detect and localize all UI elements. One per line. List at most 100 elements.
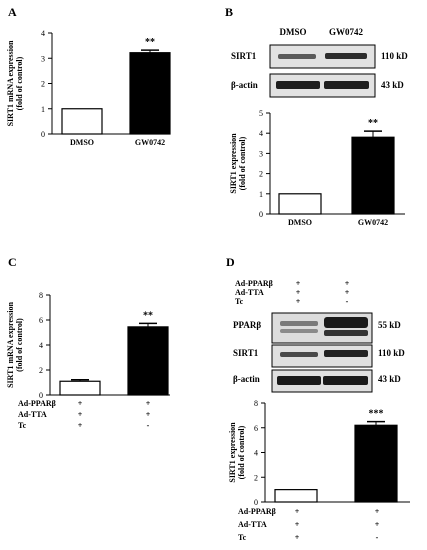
chart-d-bar bbox=[354, 424, 398, 503]
chart-d-tick-label: 6 bbox=[254, 424, 258, 433]
chart-b-ylabel-line: SIRT1 expression bbox=[229, 133, 238, 194]
chart-d-tick-label: 0 bbox=[254, 498, 258, 507]
chart-d-tick-label: 2 bbox=[254, 473, 258, 482]
blot-d-band-actin-1 bbox=[277, 376, 321, 385]
blot-b-band-sirt1-dmso bbox=[278, 54, 316, 59]
blot-b-band-actin-gw0742 bbox=[324, 81, 369, 89]
conditions-d-value: + bbox=[375, 507, 380, 516]
blot-b-membrane-actin bbox=[269, 73, 376, 98]
panel-letter-a: A bbox=[8, 5, 17, 19]
chart-a-bar bbox=[129, 52, 171, 135]
blot-d-row-label-ppar: PPARβ bbox=[233, 320, 261, 330]
chart-c-bar bbox=[127, 326, 169, 396]
chart-c-ylabel-line: (fold of control) bbox=[15, 318, 24, 372]
chart-d-tick-label: 4 bbox=[254, 449, 258, 458]
blot-b-lane-dmso: DMSO bbox=[280, 27, 307, 37]
chart-a-ylabel: SIRT1 mRNA expression(fold of control) bbox=[6, 40, 24, 126]
conditions-d-value: + bbox=[295, 507, 300, 516]
chart-b-category-label: DMSO bbox=[288, 218, 312, 227]
chart-b: 0 1 2 3 4 5 SIRT1 expression(fold of control) D… bbox=[229, 109, 405, 227]
chart-a-tick-label: 4 bbox=[41, 29, 45, 38]
blot-d-header-label: Tc bbox=[235, 297, 244, 306]
chart-d-bar bbox=[274, 489, 318, 503]
blot-d-row-size-actin: 43 kD bbox=[378, 374, 401, 384]
chart-b-tick-label: 2 bbox=[259, 170, 263, 179]
blot-d-band-actin-2 bbox=[323, 376, 368, 385]
conditions-d-value: + bbox=[295, 520, 300, 529]
chart-b-significance: ** bbox=[368, 118, 378, 129]
conditions-c-label: Tc bbox=[18, 421, 27, 430]
blot-d-band-sirt1-2 bbox=[324, 350, 368, 357]
conditions-d-value: + bbox=[295, 533, 300, 542]
chart-a-category-label: GW0742 bbox=[135, 138, 165, 147]
conditions-c-value: - bbox=[147, 421, 150, 430]
blot-d-header: Ad-PPARβ + +Ad-TTA + +Tc + - bbox=[235, 279, 350, 306]
panel-letter-b: B bbox=[225, 5, 233, 19]
chart-b-ylabel-line: (fold of control) bbox=[238, 136, 247, 190]
blot-b-band-sirt1-gw0742 bbox=[325, 53, 367, 59]
panel-letter-c: C bbox=[8, 255, 17, 269]
conditions-d-label: Ad-TTA bbox=[238, 520, 267, 529]
blot-d-header-value: + bbox=[296, 279, 301, 288]
blot-b-band-actin-dmso bbox=[276, 81, 320, 89]
chart-c-bar bbox=[59, 380, 101, 396]
blot-d: PPARβ SIRT1 β-actin 55 kD 110 kD 43 kD bbox=[233, 312, 405, 393]
chart-b-tick-label: 4 bbox=[259, 129, 263, 138]
blot-b-lane-gw0742: GW0742 bbox=[329, 27, 364, 37]
conditions-d-value: - bbox=[376, 533, 379, 542]
blot-d-row-size-ppar: 55 kD bbox=[378, 320, 401, 330]
chart-b-ylabel: SIRT1 expression(fold of control) bbox=[229, 133, 247, 194]
chart-d-ylabel-line: (fold of control) bbox=[237, 425, 246, 479]
chart-a-tick-label: 1 bbox=[41, 105, 45, 114]
conditions-c-value: + bbox=[78, 399, 83, 408]
chart-d-significance: *** bbox=[369, 409, 384, 420]
conditions-d-label: Ad-PPARβ bbox=[238, 507, 276, 516]
blot-d-band-ppar-1a bbox=[280, 321, 318, 326]
blot-d-header-label: Ad-PPARβ bbox=[235, 279, 273, 288]
chart-b-tick-label: 0 bbox=[259, 210, 263, 219]
chart-a-tick-label: 3 bbox=[41, 54, 45, 63]
chart-d-ylabel: SIRT1 expression(fold of control) bbox=[228, 422, 246, 483]
blot-b-row-label-actin: β-actin bbox=[231, 80, 258, 90]
conditions-c-label: Ad-PPARβ bbox=[18, 399, 56, 408]
conditions-d: Ad-PPARβ + + Ad-TTA + + Tc + - bbox=[238, 507, 380, 542]
conditions-c: Ad-PPARβ + + Ad-TTA + + Tc + - bbox=[18, 399, 151, 430]
chart-b-tick-label: 3 bbox=[259, 149, 263, 158]
chart-c-significance: ** bbox=[143, 310, 153, 321]
chart-d: 0 2 4 6 8 SIRT1 expression(fold of control) **… bbox=[228, 399, 410, 507]
blot-d-header-value: - bbox=[346, 297, 349, 306]
blot-b-row-size-actin: 43 kD bbox=[381, 80, 404, 90]
conditions-c-value: + bbox=[146, 410, 151, 419]
chart-b-tick-label: 5 bbox=[259, 109, 263, 118]
chart-c-ylabel: SIRT1 mRNA expression(fold of control) bbox=[6, 302, 24, 388]
chart-a-ylabel-line: (fold of control) bbox=[15, 56, 24, 110]
panel-letter-d: D bbox=[226, 255, 235, 269]
blot-d-row-size-sirt1: 110 kD bbox=[378, 348, 405, 358]
blot-d-header-value: + bbox=[345, 288, 350, 297]
conditions-c-value: + bbox=[78, 421, 83, 430]
blot-d-membrane-actin bbox=[271, 369, 373, 393]
conditions-c-value: + bbox=[146, 399, 151, 408]
chart-c-tick-label: 0 bbox=[39, 391, 43, 400]
chart-d-tick-label: 8 bbox=[254, 399, 258, 408]
chart-b-tick-label: 1 bbox=[259, 190, 263, 199]
chart-d-ylabel-line: SIRT1 expression bbox=[228, 422, 237, 483]
blot-b-membrane-sirt1 bbox=[269, 44, 376, 69]
blot-d-band-ppar-1b bbox=[280, 329, 318, 333]
chart-b-bar bbox=[278, 193, 322, 215]
chart-c: 0 2 4 6 8 SIRT1 mRNA expression(fold of contr… bbox=[6, 291, 170, 400]
blot-d-header-label: Ad-TTA bbox=[235, 288, 264, 297]
blot-b-row-label-sirt1: SIRT1 bbox=[231, 51, 257, 61]
blot-d-header-value: + bbox=[296, 288, 301, 297]
chart-c-tick-label: 6 bbox=[39, 316, 43, 325]
conditions-c-value: + bbox=[78, 410, 83, 419]
conditions-d-label: Tc bbox=[238, 533, 247, 542]
chart-a-tick-label: 2 bbox=[41, 80, 45, 89]
chart-b-bar bbox=[351, 136, 395, 215]
blot-b-row-size-sirt1: 110 kD bbox=[381, 51, 408, 61]
chart-c-tick-label: 8 bbox=[39, 291, 43, 300]
chart-a-bar bbox=[61, 108, 103, 135]
chart-a: 0 1 2 3 4 SIRT1 mRNA expression(fold of contr… bbox=[6, 29, 171, 147]
chart-a-significance: ** bbox=[145, 37, 155, 48]
